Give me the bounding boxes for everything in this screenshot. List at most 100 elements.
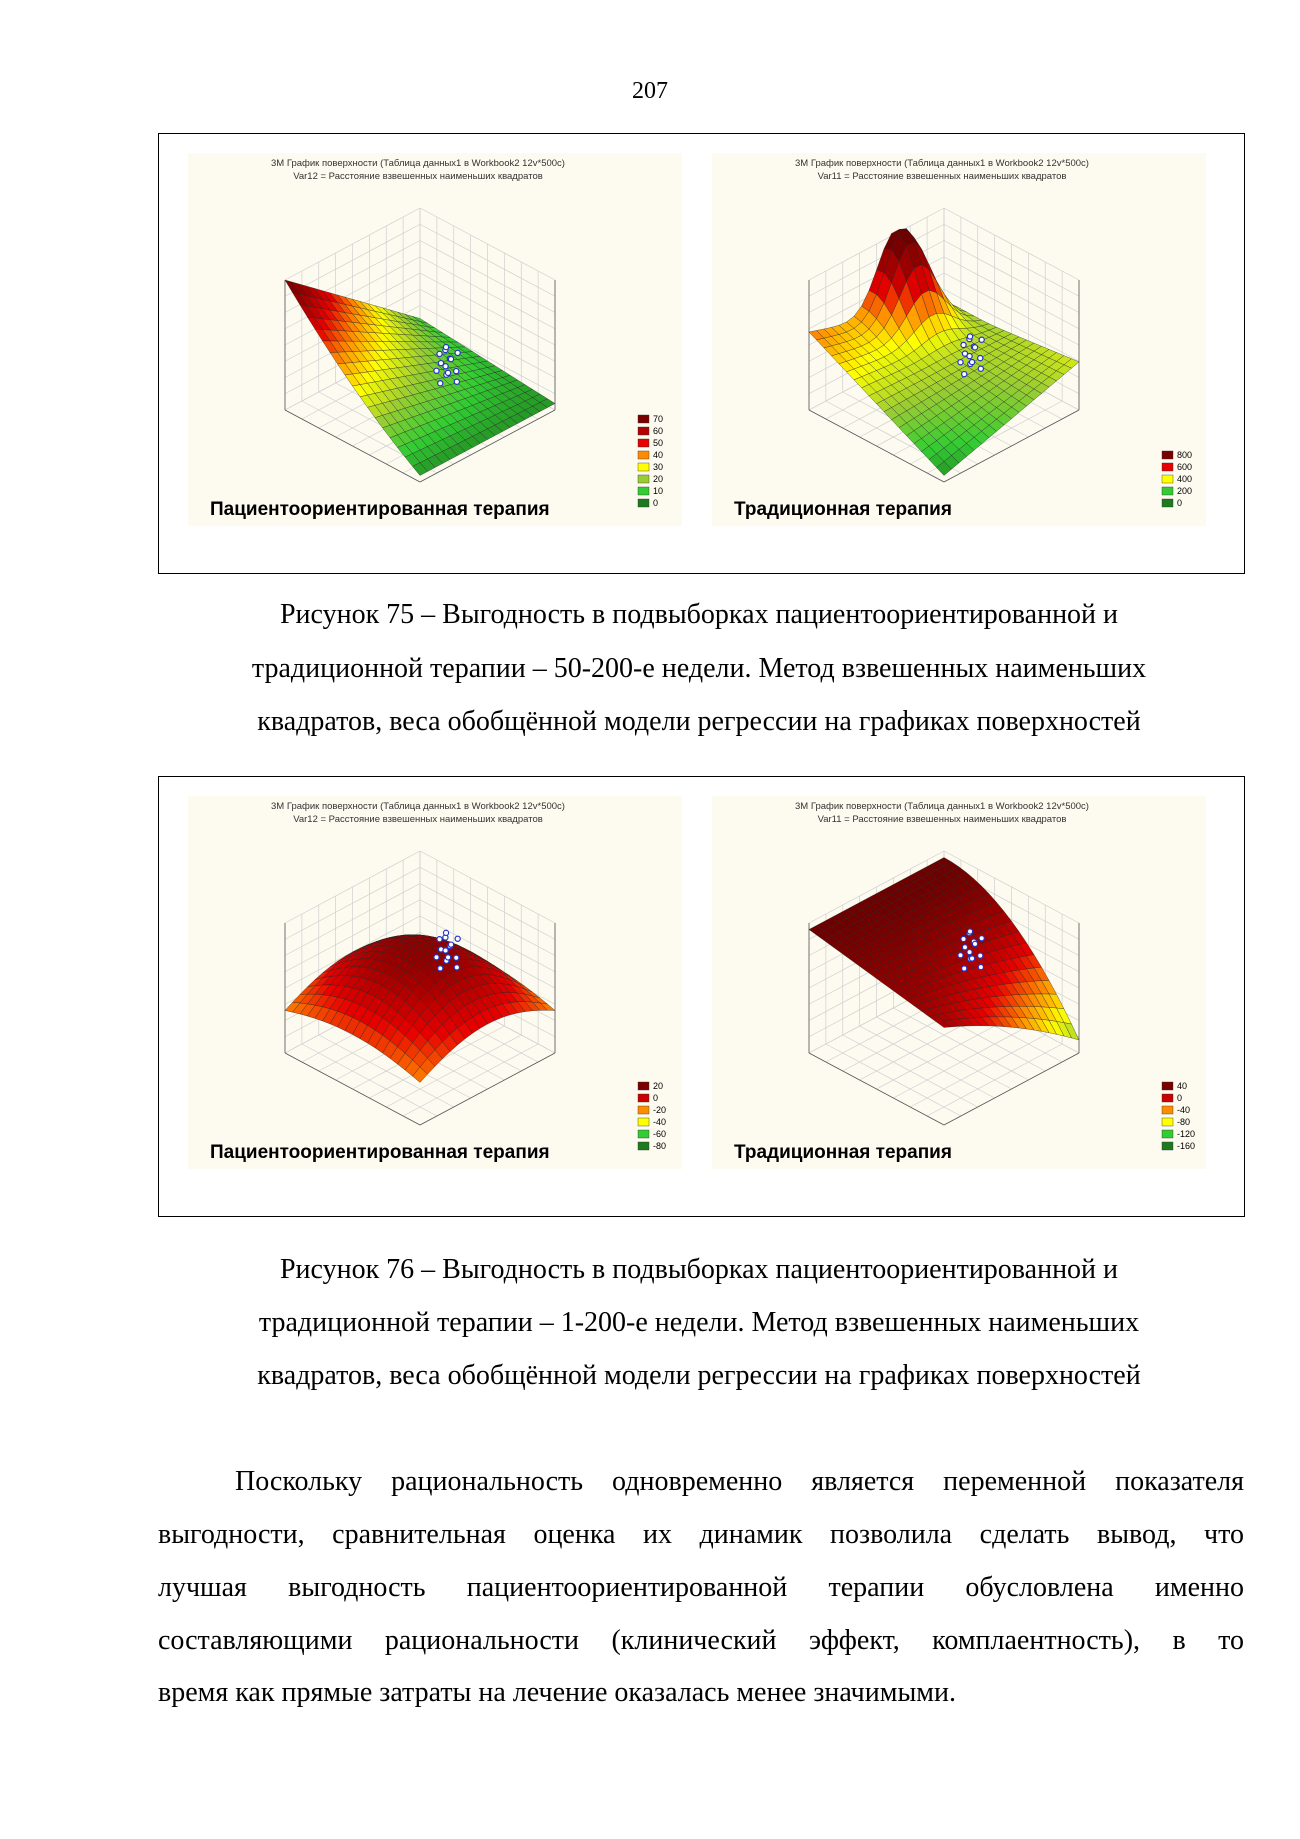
plot-canvas: 3М График поверхности (Таблица данных1 в… xyxy=(734,801,1195,1163)
sample-point xyxy=(977,365,985,372)
wall-grid xyxy=(419,850,556,924)
figure-caption: традиционной терапии – 1-200-е недели. М… xyxy=(258,1307,1140,1338)
legend-label: 0 xyxy=(1177,498,1182,508)
legend-swatch xyxy=(1161,1141,1174,1151)
sample-point xyxy=(453,378,461,385)
legend-swatch xyxy=(1161,450,1174,460)
sample-point xyxy=(960,935,967,943)
wall-grid xyxy=(808,207,945,281)
floor-grid xyxy=(893,1025,1029,1099)
figure-caption: квадратов, веса обобщённой модели регрес… xyxy=(257,1360,1141,1391)
sample-point xyxy=(437,359,445,367)
sample-point xyxy=(957,952,964,959)
legend-swatch xyxy=(1161,1105,1174,1115)
plot-title: Var11 = Расстояние взвешенных наименьших… xyxy=(818,171,1067,182)
legend-label: 600 xyxy=(1177,462,1192,472)
plot-title: 3М График поверхности (Таблица данных1 в… xyxy=(271,801,565,812)
sample-point xyxy=(960,341,967,349)
sample-point xyxy=(454,935,461,942)
wall-grid xyxy=(419,272,556,346)
legend-label: -120 xyxy=(1177,1129,1195,1139)
floor-grid xyxy=(825,1043,962,1117)
surface-plot: 3М График поверхности (Таблица данных1 в… xyxy=(188,796,682,1169)
figure-caption: квадратов, веса обобщённой модели регрес… xyxy=(257,706,1141,737)
plot-canvas: 3М График поверхности (Таблица данных1 в… xyxy=(210,801,666,1163)
floor-grid xyxy=(318,1034,454,1108)
legend-swatch xyxy=(637,1129,650,1139)
sample-point xyxy=(437,965,444,972)
surface-cell xyxy=(412,462,428,476)
plot-title: Var12 = Расстояние взвешенных наименьших… xyxy=(293,814,543,825)
sample-point xyxy=(966,948,973,956)
legend-swatch xyxy=(637,1141,650,1151)
figure-frame xyxy=(158,776,1245,1217)
wall-grid xyxy=(808,223,945,297)
floor-grid xyxy=(301,1043,438,1117)
sample-point xyxy=(442,343,450,351)
wall-grid xyxy=(284,850,421,924)
wall-grid xyxy=(284,899,421,973)
legend-label: 50 xyxy=(653,438,663,448)
sample-point xyxy=(444,369,452,377)
sample-point xyxy=(978,935,985,942)
figure-frame xyxy=(158,133,1245,574)
wall-grid xyxy=(943,223,1080,297)
sample-point xyxy=(957,359,964,366)
sample-point xyxy=(444,954,452,961)
legend-swatch xyxy=(1161,498,1174,508)
plot-title: Var11 = Расстояние взвешенных наименьших… xyxy=(818,814,1067,825)
sample-point xyxy=(437,380,444,387)
sample-point xyxy=(433,954,440,961)
floor-grid xyxy=(876,1016,1012,1090)
legend-swatch xyxy=(637,438,650,448)
plot-title: 3М График поверхности (Таблица данных1 в… xyxy=(795,158,1089,169)
legend-swatch xyxy=(637,1093,650,1103)
wall-grid xyxy=(419,866,556,940)
wall-grid xyxy=(808,850,945,924)
legend-swatch xyxy=(1161,474,1174,484)
sample-point xyxy=(977,952,984,959)
legend-swatch xyxy=(637,498,650,508)
sample-point xyxy=(442,947,449,954)
sample-point xyxy=(966,928,974,935)
figure-caption: Рисунок 75 – Выгодность в подвыборках па… xyxy=(279,599,1119,630)
wall-grid xyxy=(943,850,1080,924)
wall-grid xyxy=(943,207,1080,281)
sample-point xyxy=(454,349,461,357)
surface-cell xyxy=(936,1020,952,1028)
wall-grid xyxy=(284,866,421,940)
sample-point xyxy=(961,965,968,972)
paragraph-line: лучшая выгодность пациентоориентированно… xyxy=(158,1572,1244,1603)
sample-point xyxy=(961,944,969,951)
surface-cell xyxy=(412,1066,428,1083)
wall-grid xyxy=(419,883,556,956)
legend-label: -80 xyxy=(653,1141,666,1151)
wall-grid xyxy=(943,240,1080,313)
panel-label: Пациентоориентированная терапия xyxy=(210,1142,550,1163)
legend-swatch xyxy=(1161,1081,1174,1091)
panel-label: Традиционная терапия xyxy=(734,1142,952,1163)
floor-grid xyxy=(402,1043,539,1117)
legend-label: -80 xyxy=(1177,1117,1190,1127)
legend-swatch xyxy=(637,414,650,424)
sample-point xyxy=(961,370,968,378)
legend-label: -40 xyxy=(1177,1105,1190,1115)
sample-point xyxy=(447,355,455,363)
legend-swatch xyxy=(1161,1093,1174,1103)
axis-edge xyxy=(943,409,1080,483)
legend-label: -20 xyxy=(653,1105,666,1115)
legend-swatch xyxy=(637,1117,650,1127)
legend-swatch xyxy=(637,486,650,496)
floor-grid xyxy=(926,1043,1063,1117)
plot-title: 3М График поверхности (Таблица данных1 в… xyxy=(795,801,1089,812)
floor-grid xyxy=(842,1034,978,1108)
legend-label: 400 xyxy=(1177,474,1192,484)
legend-label: -60 xyxy=(653,1129,666,1139)
sample-point xyxy=(447,941,455,948)
sample-point xyxy=(977,354,984,362)
surface-plot: 3М График поверхности (Таблица данных1 в… xyxy=(712,796,1206,1169)
legend-label: -160 xyxy=(1177,1141,1195,1151)
paragraph-line: время как прямые затраты на лечение оказ… xyxy=(158,1677,956,1708)
surface-plot: 3М График поверхности (Таблица данных1 в… xyxy=(712,153,1206,526)
